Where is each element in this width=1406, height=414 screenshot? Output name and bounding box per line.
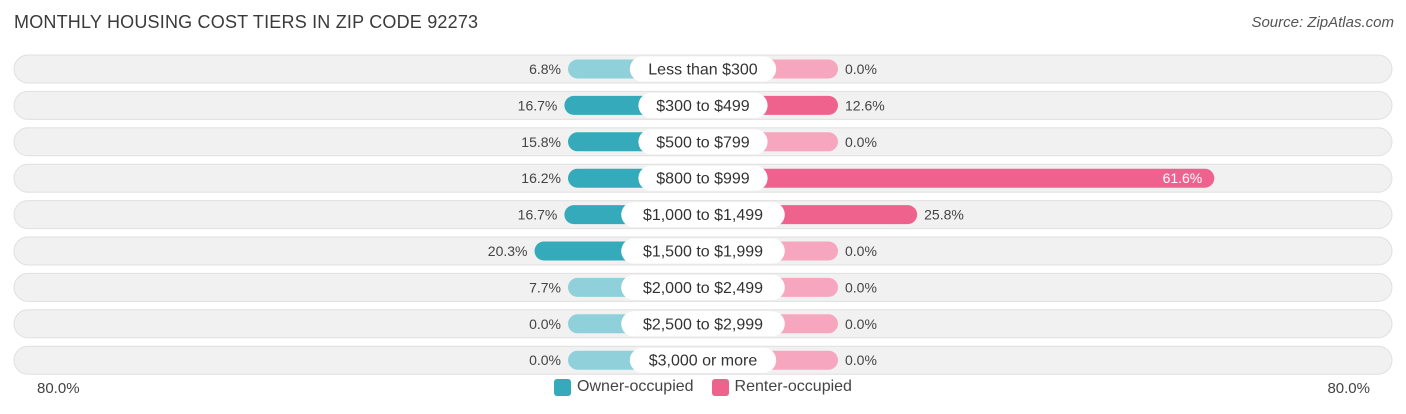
axis-left-label: 80.0% — [37, 380, 80, 397]
renter-value-label: 0.0% — [845, 61, 877, 77]
owner-value-label: 20.3% — [488, 243, 528, 259]
category-pill — [621, 311, 785, 337]
category-pill — [638, 129, 768, 155]
category-label: $300 to $499 — [656, 98, 750, 115]
category-label: $3,000 or more — [649, 353, 758, 370]
category-pill — [638, 165, 768, 191]
axis-right-label: 80.0% — [1327, 380, 1370, 397]
owner-value-label: 0.0% — [529, 316, 561, 332]
category-label: Less than $300 — [648, 62, 758, 79]
category-pill — [621, 202, 785, 228]
category-label: $800 to $999 — [656, 171, 750, 188]
category-label: $2,500 to $2,999 — [643, 316, 763, 333]
legend-owner: Owner-occupied — [554, 378, 694, 396]
source-label: Source: ZipAtlas.com — [1251, 14, 1394, 31]
category-pill — [629, 56, 777, 82]
owner-value-label: 16.7% — [518, 97, 558, 113]
renter-value-label: 0.0% — [845, 316, 877, 332]
legend-renter-label: Renter-occupied — [734, 378, 852, 395]
renter-bar — [703, 168, 1215, 188]
category-pill — [621, 274, 785, 300]
renter-value-label: 0.0% — [845, 134, 877, 150]
category-label: $2,000 to $2,499 — [643, 280, 763, 297]
owner-value-label: 15.8% — [521, 134, 561, 150]
renter-value-label: 61.6% — [1163, 170, 1203, 186]
owner-value-label: 0.0% — [529, 352, 561, 368]
legend-renter-swatch — [711, 378, 729, 396]
renter-value-label: 0.0% — [845, 279, 877, 295]
owner-value-label: 16.2% — [521, 170, 561, 186]
category-pill — [638, 92, 768, 118]
chart-title: MONTHLY HOUSING COST TIERS IN ZIP CODE 9… — [14, 12, 479, 32]
renter-value-label: 0.0% — [845, 243, 877, 259]
legend: Owner-occupied Renter-occupied — [0, 378, 1406, 396]
renter-value-label: 0.0% — [845, 352, 877, 368]
legend-owner-swatch — [554, 378, 572, 396]
category-pill — [621, 238, 785, 264]
renter-value-label: 12.6% — [845, 97, 885, 113]
owner-value-label: 6.8% — [529, 61, 561, 77]
legend-renter: Renter-occupied — [711, 378, 852, 396]
category-pill — [629, 347, 777, 373]
category-label: $1,000 to $1,499 — [643, 207, 763, 224]
legend-owner-label: Owner-occupied — [577, 378, 694, 395]
category-label: $500 to $799 — [656, 134, 750, 151]
owner-value-label: 7.7% — [529, 279, 561, 295]
category-label: $1,500 to $1,999 — [643, 244, 763, 261]
owner-value-label: 16.7% — [518, 207, 558, 223]
renter-value-label: 25.8% — [924, 207, 964, 223]
